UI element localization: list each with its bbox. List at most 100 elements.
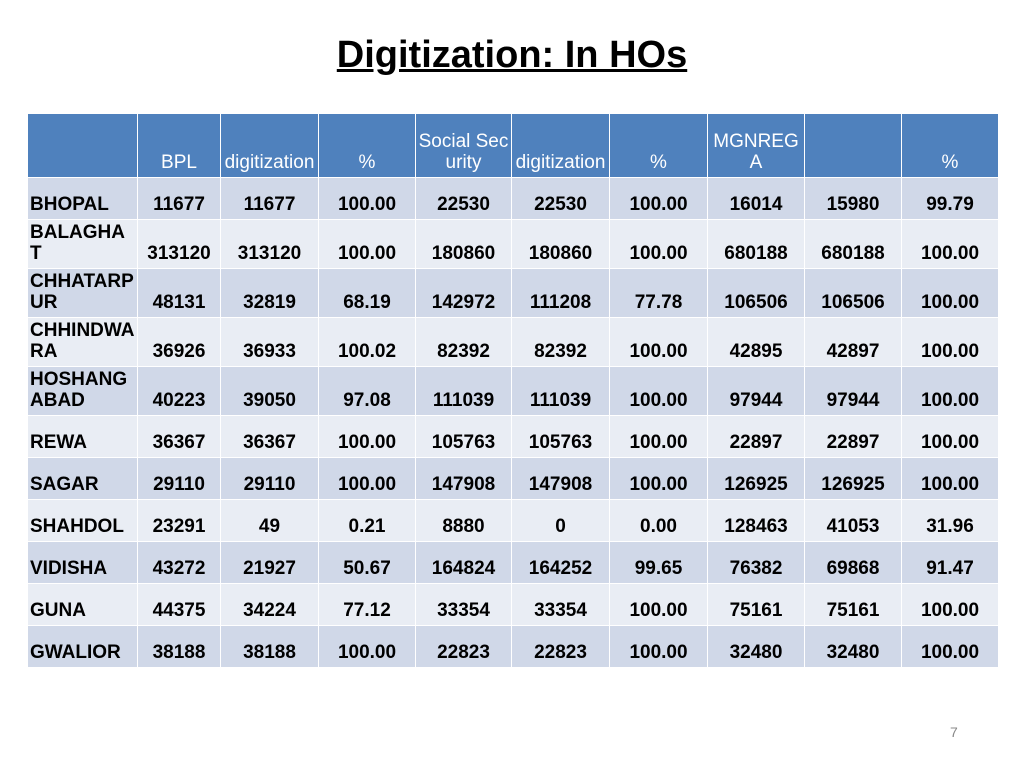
table-cell: 75161 bbox=[707, 583, 805, 626]
header-row: BPL digitization% Social Security digitizat… bbox=[27, 113, 999, 178]
table-cell: 50.67 bbox=[318, 541, 416, 584]
table-cell: 15980 bbox=[804, 177, 902, 220]
table-cell: 100.00 bbox=[609, 583, 708, 626]
table-cell: 100.00 bbox=[609, 415, 708, 458]
table-cell: 36367 bbox=[137, 415, 221, 458]
table-cell: 313120 bbox=[220, 219, 319, 269]
table-cell: 33354 bbox=[511, 583, 610, 626]
table-body: BHOPAL 11677 11677 100.00 22530 22530 100.00 16… bbox=[27, 177, 999, 668]
table-cell: 29110 bbox=[220, 457, 319, 500]
table-cell: 147908 bbox=[511, 457, 610, 500]
table-cell: 32480 bbox=[804, 625, 902, 668]
table-cell: 36933 bbox=[220, 317, 319, 367]
table-cell: 32819 bbox=[220, 268, 319, 318]
table-cell: 100.00 bbox=[901, 583, 999, 626]
table-cell: 43272 bbox=[137, 541, 221, 584]
table-cell: 100.00 bbox=[609, 457, 708, 500]
table-cell: 77.78 bbox=[609, 268, 708, 318]
table-row: CHHINDWARA 36926 36933 100.02 82392 82392 100.… bbox=[27, 317, 999, 367]
table-cell: 100.00 bbox=[609, 219, 708, 269]
table-cell: 33354 bbox=[415, 583, 512, 626]
row-label: CHHATARPUR bbox=[27, 268, 138, 318]
table-cell: 34224 bbox=[220, 583, 319, 626]
table-cell: 100.00 bbox=[318, 457, 416, 500]
table-cell: 91.47 bbox=[901, 541, 999, 584]
table-cell: 11677 bbox=[220, 177, 319, 220]
table-row: BALAGHAT 313120 313120 100.00 180860 180860 10… bbox=[27, 219, 999, 269]
table-cell: 100.00 bbox=[609, 625, 708, 668]
table-cell: 126925 bbox=[804, 457, 902, 500]
table-cell: 100.00 bbox=[901, 317, 999, 367]
table-cell: 0 bbox=[511, 499, 610, 542]
table-row: REWA 36367 36367 100.00 105763 105763 100.00 22… bbox=[27, 415, 999, 458]
table-cell: 11677 bbox=[137, 177, 221, 220]
row-label: SHAHDOL bbox=[27, 499, 138, 542]
table-cell: 100.00 bbox=[609, 317, 708, 367]
table-cell: 97944 bbox=[804, 366, 902, 416]
table-cell: 0.00 bbox=[609, 499, 708, 542]
table-cell: 32480 bbox=[707, 625, 805, 668]
data-table: BPL digitization% Social Security digitizat… bbox=[27, 113, 999, 668]
table-cell: 97.08 bbox=[318, 366, 416, 416]
table-cell: 313120 bbox=[137, 219, 221, 269]
table-cell: 100.00 bbox=[609, 366, 708, 416]
table-cell: 31.96 bbox=[901, 499, 999, 542]
header-cell bbox=[804, 113, 902, 178]
table-cell: 82392 bbox=[511, 317, 610, 367]
table-cell: 97944 bbox=[707, 366, 805, 416]
table-cell: 75161 bbox=[804, 583, 902, 626]
table-cell: 49 bbox=[220, 499, 319, 542]
row-label: BALAGHAT bbox=[27, 219, 138, 269]
table-cell: 126925 bbox=[707, 457, 805, 500]
table-cell: 105763 bbox=[511, 415, 610, 458]
table-cell: 39050 bbox=[220, 366, 319, 416]
header-cell: % bbox=[609, 113, 708, 178]
table-row: SHAHDOL 23291 49 0.21 8880 0 0.00 128463 41053 31… bbox=[27, 499, 999, 542]
table-cell: 100.00 bbox=[901, 415, 999, 458]
header-cell: Social Security bbox=[415, 113, 512, 178]
table-cell: 180860 bbox=[415, 219, 512, 269]
table-row: GUNA 44375 34224 77.12 33354 33354 100.00 75161… bbox=[27, 583, 999, 626]
table-cell: 22823 bbox=[511, 625, 610, 668]
table-cell: 21927 bbox=[220, 541, 319, 584]
table-cell: 38188 bbox=[220, 625, 319, 668]
table-row: SAGAR 29110 29110 100.00 147908 147908 100.00 1… bbox=[27, 457, 999, 500]
row-label: REWA bbox=[27, 415, 138, 458]
table-cell: 22530 bbox=[415, 177, 512, 220]
row-label: SAGAR bbox=[27, 457, 138, 500]
table-cell: 77.12 bbox=[318, 583, 416, 626]
table-cell: 68.19 bbox=[318, 268, 416, 318]
table-cell: 111039 bbox=[415, 366, 512, 416]
table-cell: 111208 bbox=[511, 268, 610, 318]
table-row: HOSHANGABAD 40223 39050 97.08 111039 111039 10… bbox=[27, 366, 999, 416]
table-cell: 16014 bbox=[707, 177, 805, 220]
table-cell: 100.00 bbox=[318, 415, 416, 458]
table-cell: 23291 bbox=[137, 499, 221, 542]
table-cell: 48131 bbox=[137, 268, 221, 318]
table-cell: 100.00 bbox=[609, 177, 708, 220]
header-cell: digitization bbox=[220, 113, 319, 178]
header-cell: MGNREGA bbox=[707, 113, 805, 178]
row-label: HOSHANGABAD bbox=[27, 366, 138, 416]
row-label: VIDISHA bbox=[27, 541, 138, 584]
table-cell: 100.00 bbox=[318, 219, 416, 269]
table-cell: 76382 bbox=[707, 541, 805, 584]
table-cell: 42897 bbox=[804, 317, 902, 367]
row-label: GWALIOR bbox=[27, 625, 138, 668]
table-cell: 40223 bbox=[137, 366, 221, 416]
header-cell bbox=[27, 113, 138, 178]
table-row: BHOPAL 11677 11677 100.00 22530 22530 100.00 16… bbox=[27, 177, 999, 220]
table-cell: 22897 bbox=[804, 415, 902, 458]
table-cell: 42895 bbox=[707, 317, 805, 367]
table-cell: 8880 bbox=[415, 499, 512, 542]
table-cell: 38188 bbox=[137, 625, 221, 668]
table-cell: 41053 bbox=[804, 499, 902, 542]
table-cell: 164824 bbox=[415, 541, 512, 584]
table-cell: 44375 bbox=[137, 583, 221, 626]
table-cell: 100.00 bbox=[318, 625, 416, 668]
table-row: CHHATARPUR 48131 32819 68.19 142972 111208 77.… bbox=[27, 268, 999, 318]
table-cell: 106506 bbox=[707, 268, 805, 318]
table-cell: 147908 bbox=[415, 457, 512, 500]
table-cell: 111039 bbox=[511, 366, 610, 416]
